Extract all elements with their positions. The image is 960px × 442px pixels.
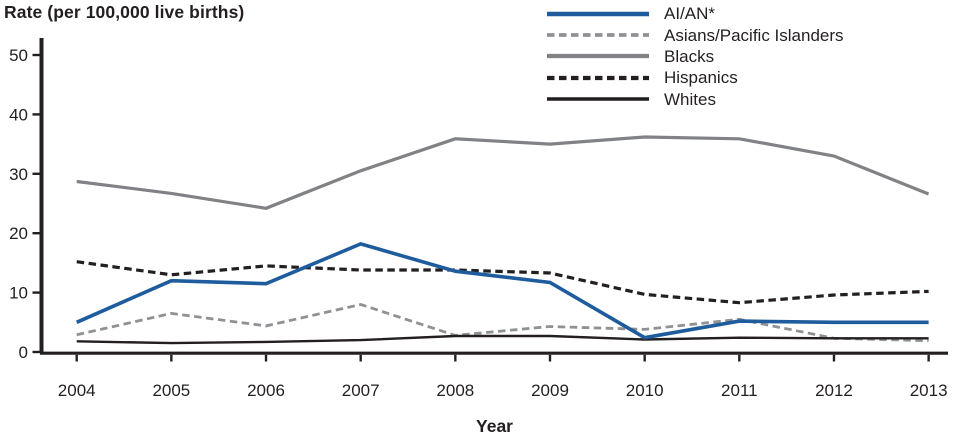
y-tick-label: 20 [9,224,28,243]
series-line-asians-pacific-islanders [76,303,929,343]
y-tick-label: 30 [9,165,28,184]
legend-swatch-line [547,97,649,101]
x-tick-label: 2004 [58,381,96,400]
legend-swatch-line [547,75,649,80]
legend-label: Asians/Pacific Islanders [664,25,844,45]
legend-swatch-line [547,11,649,16]
legend-label: Blacks [664,46,715,66]
x-tick-label: 2008 [436,381,474,400]
x-tick-label: 2006 [247,381,285,400]
legend-item: AI/AN* [546,3,844,24]
y-tick-label: 50 [9,46,28,65]
legend-swatch-line [547,33,649,37]
series-line-ai-an- [75,241,929,340]
legend-item: Whites [546,89,844,110]
x-tick-label: 2005 [152,381,190,400]
series-line-hispanics [76,260,929,305]
y-tick-label: 0 [19,343,28,362]
legend-swatch-line [547,54,649,59]
x-tick-label: 2009 [531,381,569,400]
y-tick-label: 10 [9,284,28,303]
x-axis-label: Year [476,416,513,436]
legend-label: Hispanics [664,68,738,88]
legend-item: Hispanics [546,67,844,88]
legend-label: AI/AN* [664,4,716,24]
legend-label: Whites [664,89,716,109]
chart-title: Rate (per 100,000 live births) [4,2,245,22]
x-tick-label: 2007 [342,381,380,400]
x-tick-label: 2013 [910,381,948,400]
series-line-whites [76,334,929,345]
y-tick-label: 40 [9,105,28,124]
x-tick-label: 2012 [815,381,853,400]
legend-item: Blacks [546,46,844,67]
x-tick-label: 2010 [626,381,664,400]
x-tick-label: 2011 [721,381,758,400]
legend-item: Asians/Pacific Islanders [546,24,844,45]
legend: AI/AN* Asians/Pacific Islanders Blacks Hisp… [546,3,844,110]
series-line-blacks [76,135,930,210]
